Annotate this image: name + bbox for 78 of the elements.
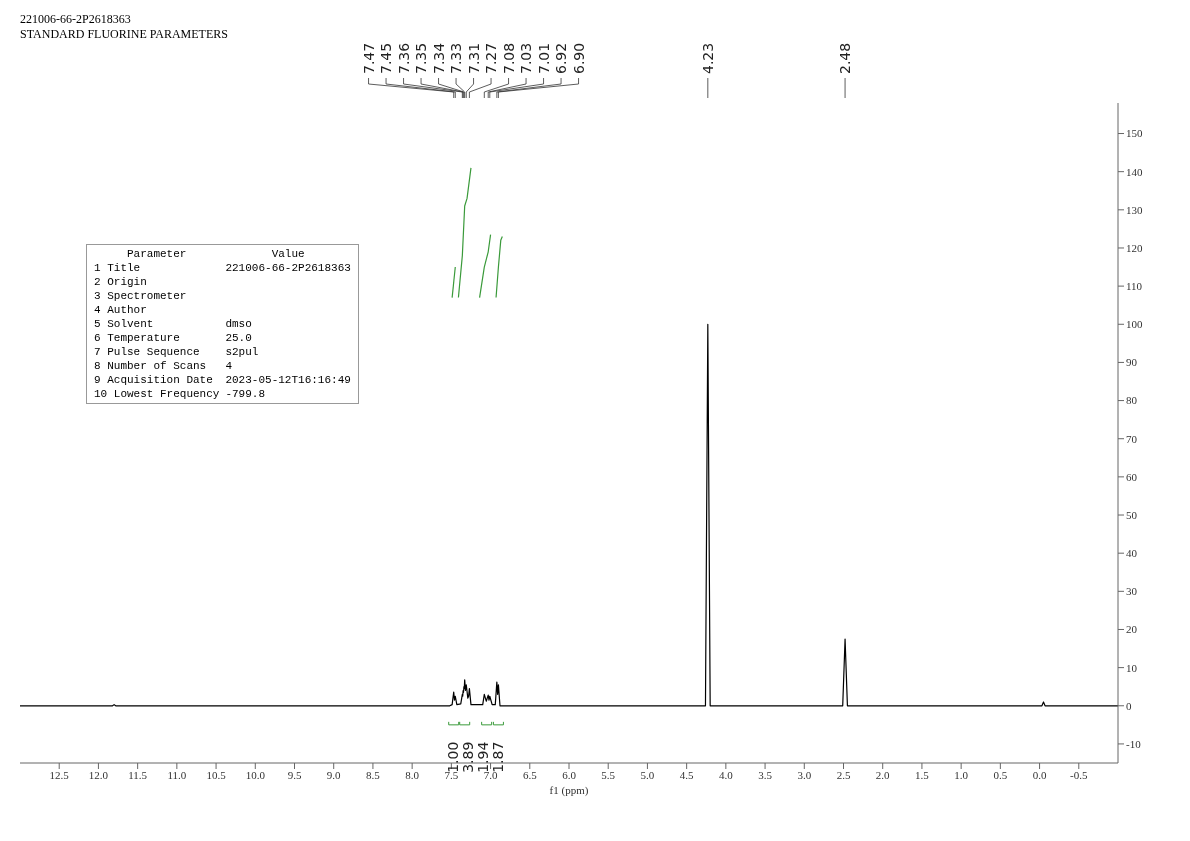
x-tick-label: 12.0 xyxy=(88,768,109,781)
y-tick-label: 110 xyxy=(1126,280,1143,293)
x-tick-label: 3.5 xyxy=(758,768,773,781)
x-tick-label: 2.5 xyxy=(836,768,851,781)
x-tick-label: 8.5 xyxy=(366,768,381,781)
annotation: 7.35 xyxy=(413,42,430,74)
annotation: 7.31 xyxy=(465,42,482,74)
x-tick-label: 4.5 xyxy=(679,768,695,781)
x-tick-label: 5.5 xyxy=(601,768,616,781)
annotation: 1.94 xyxy=(475,741,492,773)
annotation: 7.27 xyxy=(483,42,500,74)
line-series xyxy=(495,235,503,299)
annotation: 7.01 xyxy=(535,42,552,74)
x-tick-label: 6.0 xyxy=(562,768,577,781)
annotation: 4 Author xyxy=(93,303,148,317)
line-series xyxy=(457,167,472,299)
text: 6 Temperature 25.0 xyxy=(94,332,252,344)
x-tick-label: 0.5 xyxy=(993,768,1008,781)
y-tick-label: 140 xyxy=(1126,165,1143,178)
y-tick-label: 70 xyxy=(1126,432,1138,445)
annotation: 7.03 xyxy=(518,42,535,74)
x-tick-label: 2.0 xyxy=(875,768,891,781)
annotation: 7.45 xyxy=(378,42,395,74)
annotation: 7.33 xyxy=(448,42,465,74)
text: Parameter Value xyxy=(127,248,305,260)
annotation: 2.48 xyxy=(837,42,854,74)
annotation: 7.36 xyxy=(395,42,412,74)
text: 5 Solvent dmso xyxy=(94,318,252,330)
x-tick-label: 1.0 xyxy=(954,768,969,781)
x-tick-label: 11.5 xyxy=(128,768,148,781)
x-tick-label: 1.5 xyxy=(915,768,930,781)
y-tick-label: 40 xyxy=(1126,547,1138,560)
y-tick-label: 30 xyxy=(1126,585,1138,598)
text: 7 Pulse Sequence s2pul xyxy=(94,346,259,358)
chart-title: 221006-66-2P2618363 xyxy=(20,12,132,27)
x-tick-label: 12.5 xyxy=(49,768,70,781)
annotation: 7.47 xyxy=(360,42,377,74)
annotation: 4.23 xyxy=(699,42,716,74)
x-tick-label: 10.0 xyxy=(245,768,266,781)
annotation: 6.92 xyxy=(553,42,570,74)
y-tick-label: 10 xyxy=(1126,661,1138,674)
annotation: 1.87 xyxy=(490,741,507,773)
y-tick-label: 0 xyxy=(1126,699,1132,712)
annotation: 3 Spectrometer xyxy=(93,289,188,303)
annotation: 9 Acquisition Date 2023-05-12T16:16:49 xyxy=(93,373,352,387)
y-tick-label: 50 xyxy=(1126,508,1138,521)
x-tick-label: 6.5 xyxy=(522,768,538,781)
text: 8 Number of Scans 4 xyxy=(94,360,233,372)
annotation: 1.00 xyxy=(445,741,462,773)
y-tick-label: 130 xyxy=(1126,203,1143,216)
y-tick-label: 90 xyxy=(1126,356,1138,369)
text: 1 Title 221006-66-2P2618363 xyxy=(94,262,351,274)
y-tick-label: 60 xyxy=(1126,470,1138,483)
x-tick-label: -0.5 xyxy=(1070,768,1088,781)
y-tick-label: 80 xyxy=(1126,394,1138,407)
line-series xyxy=(478,234,492,299)
y-tick-label: 150 xyxy=(1126,127,1143,140)
x-tick-label: 8.0 xyxy=(405,768,420,781)
annotation: 6.90 xyxy=(570,42,587,74)
x-tick-label: 11.0 xyxy=(167,768,187,781)
x-tick-label: 3.0 xyxy=(797,768,812,781)
x-axis-title: f1 (ppm) xyxy=(549,784,589,797)
annotation: 10 Lowest Frequency -799.8 xyxy=(93,387,267,401)
y-tick-label: -10 xyxy=(1126,737,1142,750)
x-tick-label: 9.5 xyxy=(287,768,302,781)
x-tick-label: 0.0 xyxy=(1032,768,1047,781)
annotation: 3.89 xyxy=(460,741,477,773)
chart-subtitle: STANDARD FLUORINE PARAMETERS xyxy=(20,27,228,42)
x-tick-label: 4.0 xyxy=(718,768,734,781)
annotation: 7.34 xyxy=(430,42,447,74)
annotation: 7.08 xyxy=(500,42,517,74)
x-tick-label: 5.0 xyxy=(640,768,655,781)
y-tick-label: 20 xyxy=(1126,623,1138,636)
x-tick-label: 9.0 xyxy=(326,768,342,781)
annotation: 2 Origin xyxy=(93,275,148,289)
y-tick-label: 100 xyxy=(1126,318,1143,331)
y-tick-label: 120 xyxy=(1126,241,1143,254)
x-tick-label: 10.5 xyxy=(206,768,227,781)
